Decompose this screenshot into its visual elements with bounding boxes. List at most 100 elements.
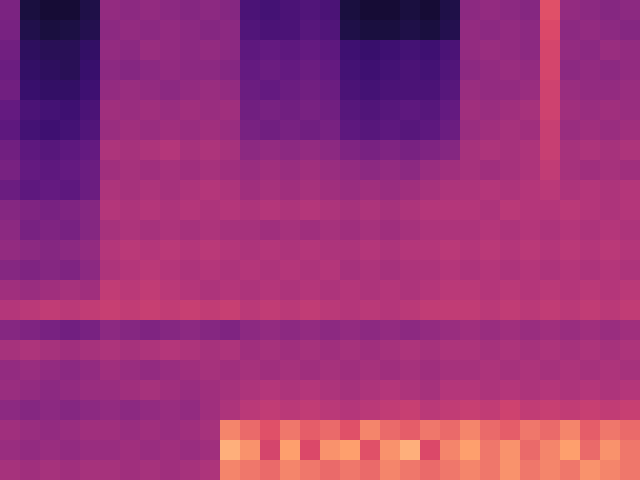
cell [120,20,141,41]
cell [580,320,601,341]
cell [220,240,241,261]
cell [420,200,441,221]
cell [380,420,401,441]
cell [600,420,621,441]
cell [520,0,541,21]
cell [100,280,121,301]
cell [180,80,201,101]
cell [360,180,381,201]
cell [40,120,61,141]
cell [440,200,461,221]
cell [440,240,461,261]
cell [220,40,241,61]
cell [340,140,361,161]
cell [160,140,181,161]
cell [20,220,41,241]
cell [240,60,261,81]
cell [540,400,561,421]
cell [120,40,141,61]
cell [320,100,341,121]
cell [220,120,241,141]
cell [560,440,581,461]
cell [500,120,521,141]
cell [140,140,161,161]
cell [320,360,341,381]
cell [240,20,261,41]
cell [20,140,41,161]
cell [160,440,181,461]
cell [320,280,341,301]
cell [320,60,341,81]
cell [0,400,21,421]
cell [80,180,101,201]
cell [460,240,481,261]
cell [80,120,101,141]
cell [180,380,201,401]
cell [200,200,221,221]
cell [600,40,621,61]
cell [220,460,241,480]
cell [200,60,221,81]
cell [340,220,361,241]
cell [480,420,501,441]
cell [180,200,201,221]
cell [420,360,441,381]
cell [500,340,521,361]
cell [560,340,581,361]
cell [240,320,261,341]
cell [360,200,381,221]
cell [420,120,441,141]
cell [300,420,321,441]
cell [200,280,221,301]
cell [560,220,581,241]
cell [280,400,301,421]
cell [60,200,81,221]
cell [320,400,341,421]
cell [320,260,341,281]
cell [500,160,521,181]
cell [320,320,341,341]
cell [560,460,581,480]
cell [500,360,521,381]
cell [280,0,301,21]
cell [120,460,141,480]
cell [380,400,401,421]
cell [580,420,601,441]
cell [60,440,81,461]
cell [400,220,421,241]
cell [540,60,561,81]
cell [120,200,141,221]
cell [240,440,261,461]
cell [60,160,81,181]
cell [620,240,640,261]
cell [340,20,361,41]
cell [340,280,361,301]
cell [280,240,301,261]
cell [340,200,361,221]
cell [300,120,321,141]
cell [240,200,261,221]
cell [440,400,461,421]
cell [400,200,421,221]
cell [600,360,621,381]
cell [300,460,321,480]
cell [360,80,381,101]
cell [0,60,21,81]
cell [100,100,121,121]
cell [20,400,41,421]
cell [420,260,441,281]
cell [540,340,561,361]
cell [540,360,561,381]
cell [100,40,121,61]
cell [120,400,141,421]
cell [520,140,541,161]
cell [60,120,81,141]
cell [100,440,121,461]
cell [100,60,121,81]
cell [360,360,381,381]
cell [0,340,21,361]
cell [280,460,301,480]
cell [380,160,401,181]
cell [260,420,281,441]
cell [20,440,41,461]
